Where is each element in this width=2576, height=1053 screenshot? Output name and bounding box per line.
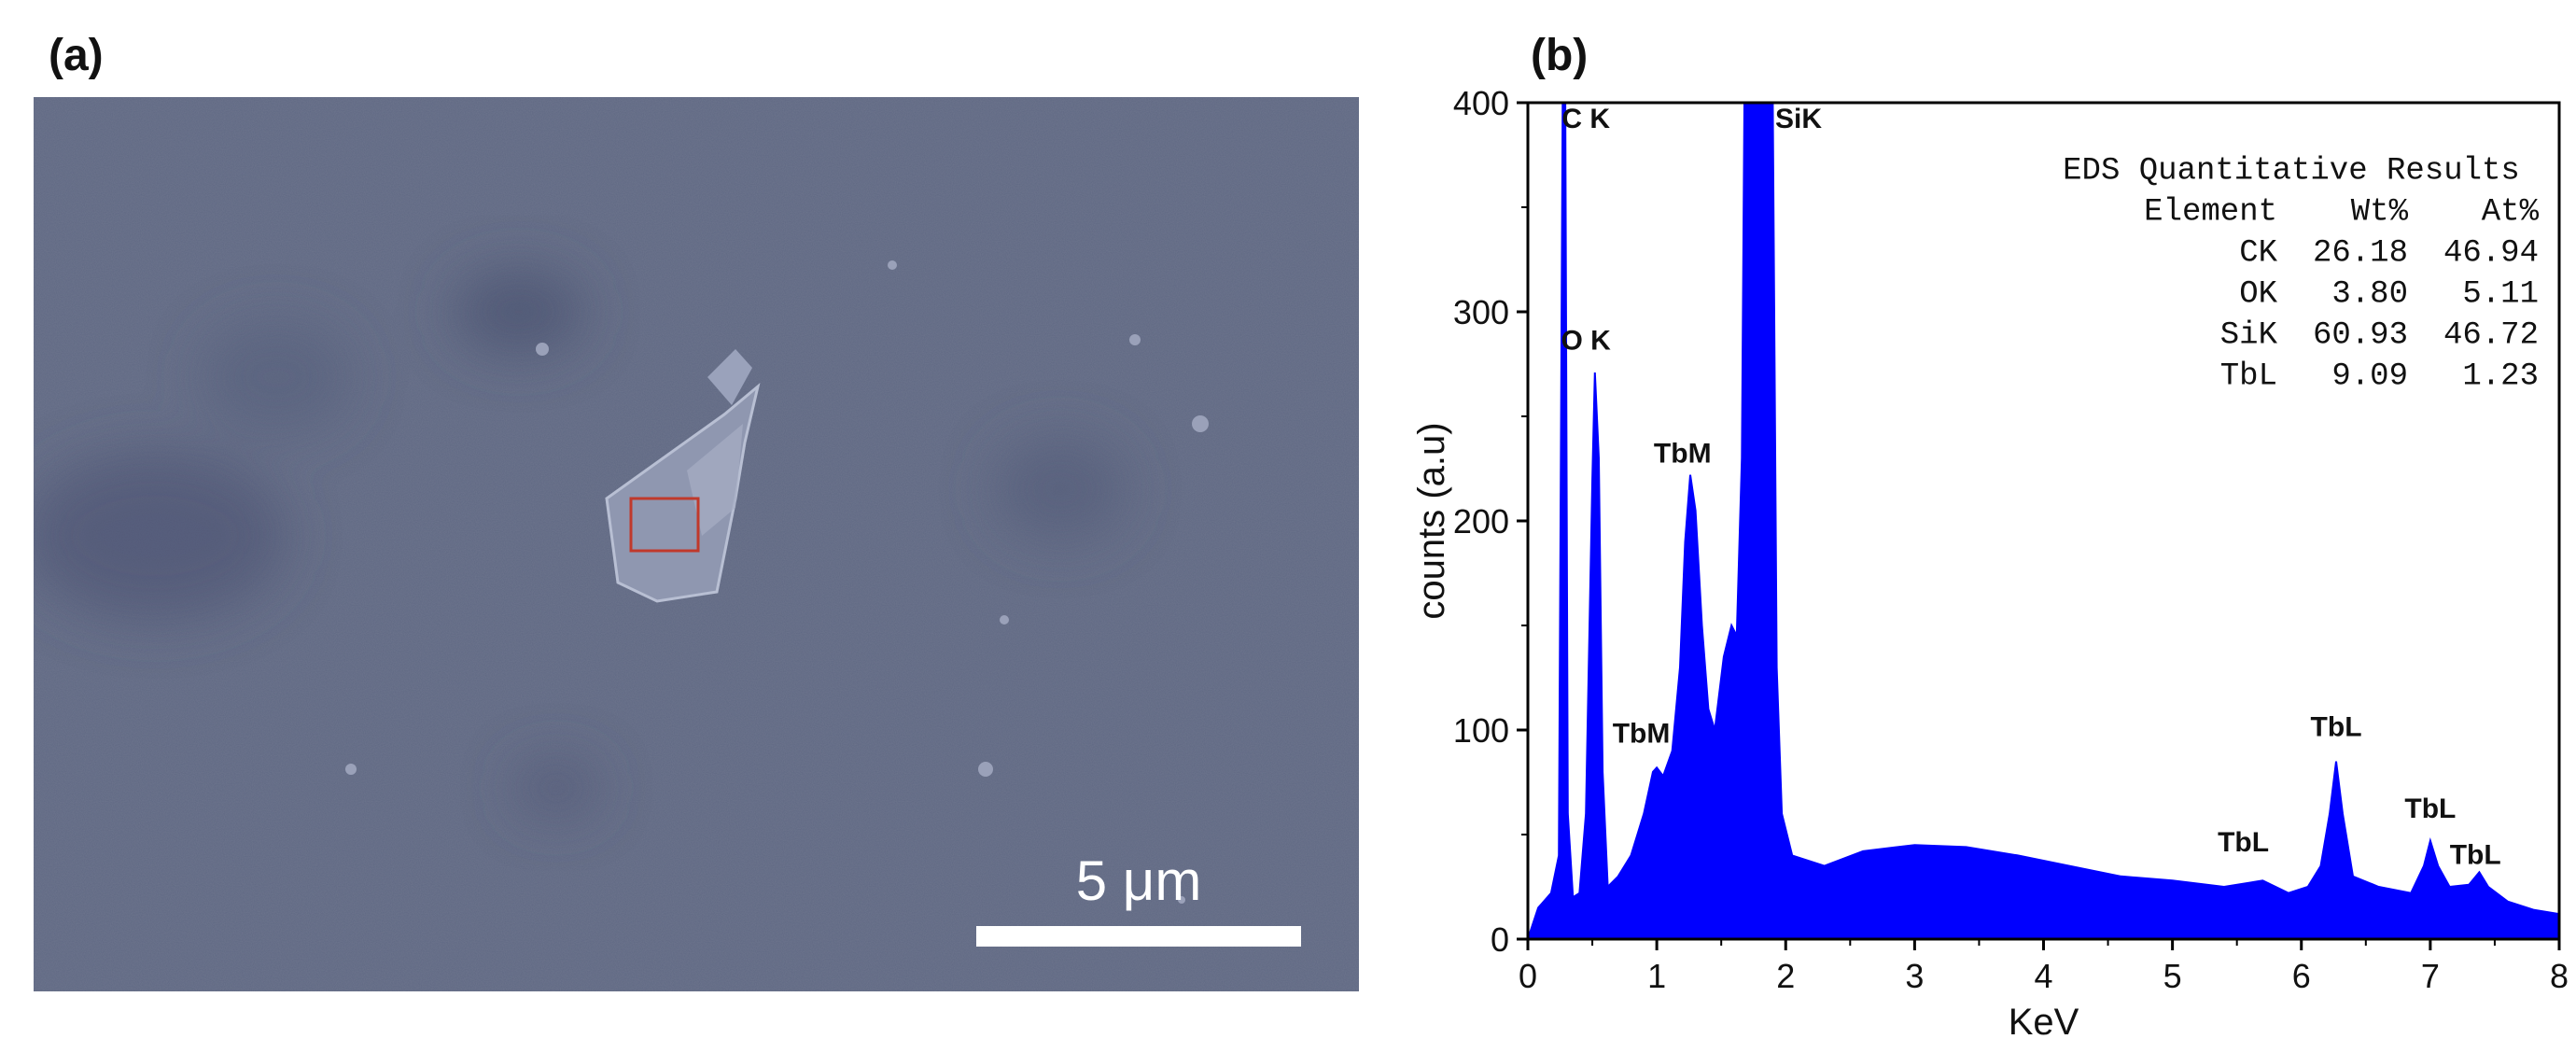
y-tick-label: 400 — [1453, 84, 1509, 122]
x-tick-label: 7 — [2421, 957, 2440, 995]
y-tick-label: 300 — [1453, 293, 1509, 331]
x-tick-label: 4 — [2034, 957, 2052, 995]
y-tick-label: 200 — [1453, 502, 1509, 541]
sem-micrograph: 5 μm — [34, 97, 1359, 991]
results-cell: SiK — [2220, 318, 2278, 354]
sem-roi-box — [629, 497, 700, 553]
peak-label: TbL — [2450, 839, 2501, 870]
x-tick-label: 6 — [2292, 957, 2311, 995]
results-cell: TbL — [2220, 359, 2277, 395]
peak-annotations: C K SiK O K TbM TbM TbL TbL TbL TbL — [1561, 104, 2500, 870]
peak-label: O K — [1561, 325, 1611, 356]
results-cell: 9.09 — [2331, 359, 2408, 395]
eds-spectrum-chart: 0 1 2 3 4 5 6 7 8 0 100 200 300 400 KeV counts (a.u)… — [1411, 84, 2569, 1043]
spectrum-area-0 — [1528, 103, 2559, 939]
x-tick-label: 1 — [1647, 957, 1666, 995]
results-cell: 46.72 — [2443, 318, 2539, 354]
results-cell: 60.93 — [2313, 318, 2408, 354]
results-cell: 3.80 — [2331, 277, 2408, 313]
panel-label-b: (b) — [1531, 31, 1589, 80]
x-tick-label: 0 — [1519, 957, 1537, 995]
x-tick-label: 3 — [1905, 957, 1924, 995]
results-cell: 1.23 — [2462, 359, 2539, 395]
sem-particle — [605, 349, 761, 603]
x-axis: 0 1 2 3 4 5 6 7 8 — [1519, 939, 2569, 995]
peak-label: TbM — [1654, 438, 1712, 469]
peak-label: TbM — [1613, 718, 1671, 749]
peak-label: C K — [1561, 104, 1610, 134]
x-tick-label: 5 — [2163, 957, 2182, 995]
results-cell: 26.18 — [2313, 236, 2408, 272]
results-header-cell: At% — [2482, 195, 2540, 231]
results-cell: CK — [2239, 236, 2277, 272]
panel-label-a: (a) — [49, 31, 104, 80]
results-header-cell: Wt% — [2351, 195, 2409, 231]
sem-dark-regions — [34, 270, 1126, 816]
y-axis: 0 100 200 300 400 — [1453, 84, 1528, 959]
results-cell: 5.11 — [2462, 277, 2539, 313]
results-table: EDS Quantitative Results Element Wt% At% CK 2… — [2063, 154, 2539, 395]
x-tick-label: 2 — [1776, 957, 1795, 995]
peak-label: TbL — [2218, 827, 2269, 858]
scale-bar-label: 5 μm — [1076, 849, 1202, 912]
y-tick-label: 0 — [1491, 920, 1509, 959]
sem-debris-specks — [345, 260, 1209, 904]
x-axis-label: KeV — [2009, 1002, 2079, 1043]
y-axis-label: counts (a.u) — [1411, 422, 1452, 619]
results-cell: OK — [2239, 277, 2277, 313]
peak-label: SiK — [1775, 104, 1822, 134]
y-tick-label: 100 — [1453, 711, 1509, 750]
x-tick-label: 8 — [2550, 957, 2569, 995]
spectrum-series — [1528, 103, 2559, 939]
peak-label: TbL — [2311, 712, 2362, 743]
results-header-cell: Element — [2144, 195, 2277, 231]
results-cell: 46.94 — [2443, 236, 2539, 272]
peak-label: TbL — [2404, 793, 2456, 824]
scale-bar — [976, 926, 1301, 947]
results-title: EDS Quantitative Results — [2063, 154, 2520, 190]
